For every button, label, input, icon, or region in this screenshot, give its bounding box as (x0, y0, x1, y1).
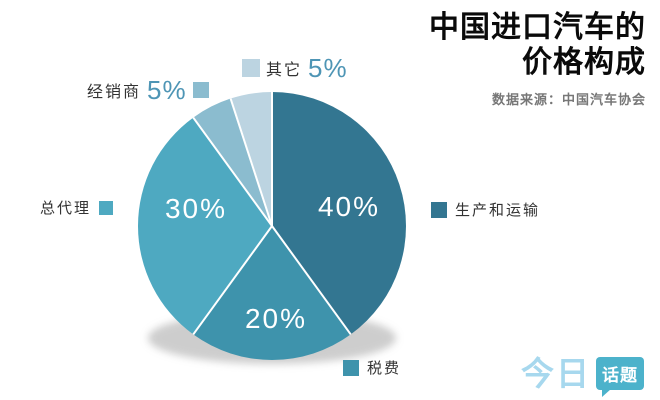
pie-slice-0 (272, 92, 406, 335)
dealer-percent: 5% (147, 75, 187, 105)
callout-others: 其它 5% (242, 55, 348, 81)
callout-tax: 税费 (343, 357, 401, 378)
pie-divider (229, 98, 273, 227)
pie-slice-2 (138, 117, 272, 335)
others-legend-swatch (242, 59, 260, 77)
general-agent-label: 总代理 (40, 200, 92, 217)
logo-speech-bubble: 话题 (596, 357, 644, 397)
pie-slice-3 (193, 98, 272, 226)
dealer-legend-swatch (192, 82, 209, 98)
pie-slice-percent-2: 30% (165, 193, 227, 224)
pie-divider (192, 225, 273, 335)
general-agent-legend-swatch (99, 200, 114, 215)
production-label: 生产和运输 (455, 202, 541, 219)
chart-title-line2: 价格构成 (522, 46, 646, 79)
callout-general-agent: 总代理 (40, 197, 114, 218)
others-label: 其它 (266, 62, 303, 79)
data-source-note: 数据来源：中国汽车协会 (491, 92, 646, 107)
pie-divider (271, 225, 352, 335)
pie-slice-1 (193, 226, 351, 360)
production-legend-swatch (431, 201, 447, 218)
dealer-label: 经销商 (87, 84, 142, 101)
others-percent: 5% (308, 53, 348, 83)
site-logo: 今日 话题 (521, 355, 644, 397)
pie-divider (192, 117, 273, 227)
tax-legend-swatch (343, 359, 359, 376)
chart-title-line1: 中国进口汽车的 (429, 11, 646, 44)
callout-production: 生产和运输 (431, 199, 540, 220)
logo-text-light: 今日 (521, 355, 591, 392)
pie-slice-percent-1: 20% (245, 303, 307, 334)
callout-dealer: 经销商 5% (87, 77, 209, 103)
chart-title-block: 中国进口汽车的 价格构成 数据来源：中国汽车协会 (429, 10, 646, 108)
tax-label: 税费 (367, 360, 402, 377)
pie-slice-percent-0: 40% (318, 191, 380, 222)
